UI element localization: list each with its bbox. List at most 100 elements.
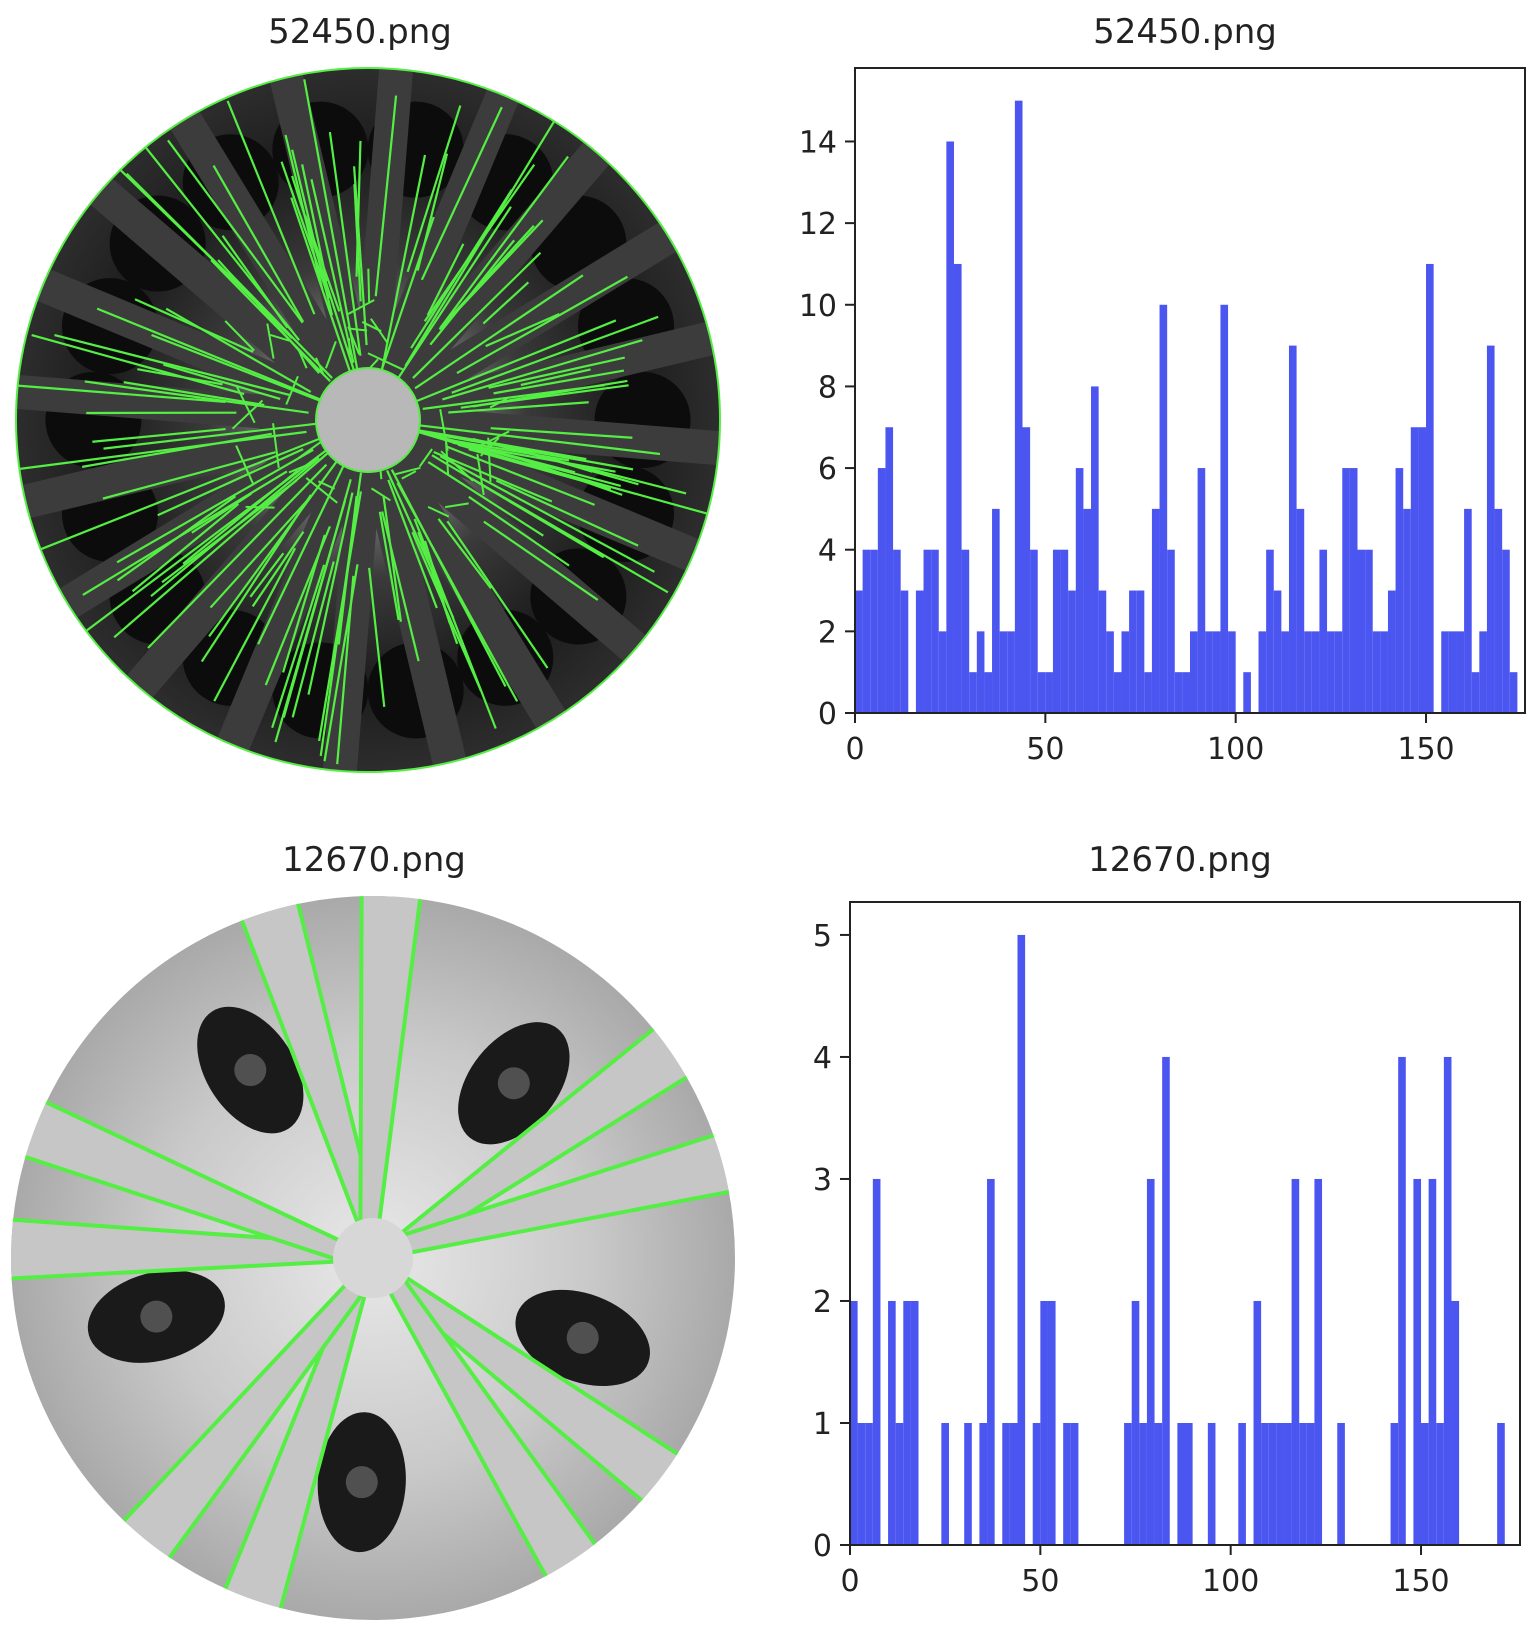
edge-line xyxy=(348,327,368,332)
edge-line xyxy=(395,466,421,476)
histogram-bar xyxy=(1380,631,1388,713)
histogram-bar xyxy=(1395,468,1404,713)
edge-line xyxy=(161,479,298,584)
edge-line xyxy=(288,461,314,474)
edge-line xyxy=(167,139,304,324)
histogram-bar xyxy=(1283,1422,1292,1545)
edge-line xyxy=(264,525,331,686)
y-tick-label: 2 xyxy=(813,1285,832,1320)
spoke xyxy=(21,415,324,519)
lug-hole xyxy=(140,1300,173,1333)
edge-line xyxy=(490,427,633,439)
edge-line xyxy=(378,216,435,377)
edge-line xyxy=(420,430,634,471)
histogram-bar xyxy=(1060,549,1069,713)
edge-line xyxy=(40,435,327,551)
edge-line xyxy=(347,326,361,355)
edge-line xyxy=(347,338,351,356)
histogram-bar xyxy=(903,1300,911,1545)
histogram-bar xyxy=(1136,590,1145,713)
histogram-bar xyxy=(888,1300,896,1545)
edge-line xyxy=(414,274,584,390)
edge-line xyxy=(381,511,420,662)
edge-line xyxy=(92,427,226,443)
y-tick-label: 6 xyxy=(818,452,837,487)
edge-line xyxy=(310,179,355,364)
edge-line xyxy=(482,281,530,325)
edge-line xyxy=(485,312,560,348)
edge-line xyxy=(418,448,433,468)
edge-line xyxy=(441,225,535,327)
x-axis: 0 50 100 150 xyxy=(845,713,1455,767)
edge-line xyxy=(291,561,335,718)
histogram-bar xyxy=(1276,1422,1284,1545)
histogram-bar xyxy=(1032,1422,1041,1545)
edge-line xyxy=(118,167,289,334)
histogram-bar xyxy=(1451,1300,1460,1545)
spoke xyxy=(401,222,678,409)
histogram-bar xyxy=(1238,1422,1246,1545)
histogram-bar xyxy=(1426,263,1434,713)
spoke xyxy=(322,468,381,772)
edge-line xyxy=(353,184,362,302)
edge-line xyxy=(282,479,352,718)
edge-line xyxy=(84,380,309,414)
edge-line xyxy=(272,423,280,468)
histogram-bar xyxy=(1139,1422,1147,1545)
edge-line xyxy=(409,427,587,461)
wheel-spokes xyxy=(16,68,720,772)
histogram-bar xyxy=(1421,1422,1429,1545)
edge-line xyxy=(213,547,297,702)
x-tick-label: 0 xyxy=(840,1564,859,1599)
edge-line xyxy=(317,491,362,742)
edge-line xyxy=(433,450,553,503)
histogram-bar xyxy=(1129,590,1137,713)
edge-line xyxy=(210,259,331,382)
x-tick-label: 150 xyxy=(1392,1564,1449,1599)
histogram-bar xyxy=(1243,672,1251,713)
y-tick-label: 0 xyxy=(818,697,837,732)
histogram-bar xyxy=(1296,508,1305,713)
histogram-bar xyxy=(1357,549,1366,713)
edge-line xyxy=(227,271,333,379)
spoke xyxy=(407,423,700,571)
histogram-bar xyxy=(1443,1056,1452,1545)
histogram-bar xyxy=(872,1178,881,1545)
histogram-bar xyxy=(1063,1422,1071,1545)
histogram-bar xyxy=(1197,468,1206,713)
y-axis: 0 2 4 6 8 10 12 14 xyxy=(799,125,855,732)
histogram-bar xyxy=(1007,631,1015,713)
edge-line xyxy=(285,375,299,405)
histogram-bar xyxy=(1151,508,1160,713)
histogram-bar xyxy=(1387,590,1396,713)
top-image-title: 52450.png xyxy=(268,12,452,52)
edge-line xyxy=(386,470,455,619)
edge-line xyxy=(113,447,335,639)
y-tick-label: 12 xyxy=(799,207,837,242)
edge-line xyxy=(147,463,328,649)
edge-line xyxy=(451,315,659,394)
edge-line xyxy=(394,206,512,383)
edge-line xyxy=(209,495,312,609)
edge-line xyxy=(318,480,335,490)
histogram-bar xyxy=(1291,1178,1300,1545)
edge-line xyxy=(191,492,252,534)
histogram-bar xyxy=(1441,631,1449,713)
edge-line xyxy=(439,409,449,452)
histogram-bar xyxy=(1327,631,1335,713)
edge-line xyxy=(456,275,628,375)
edge-line xyxy=(426,243,465,316)
histogram-bar xyxy=(1106,631,1114,713)
histogram-bar xyxy=(1190,631,1198,713)
edge-line xyxy=(182,469,299,565)
histogram-bar xyxy=(1365,549,1373,713)
histogram-bar xyxy=(1319,549,1328,713)
edge-line xyxy=(412,319,617,404)
spoke xyxy=(89,178,342,401)
spoke xyxy=(126,446,349,699)
edge-line xyxy=(103,421,328,450)
edge-line xyxy=(380,154,427,371)
histogram-bar xyxy=(1261,1422,1269,1545)
edge-line xyxy=(441,437,570,462)
edge-line xyxy=(280,161,330,299)
